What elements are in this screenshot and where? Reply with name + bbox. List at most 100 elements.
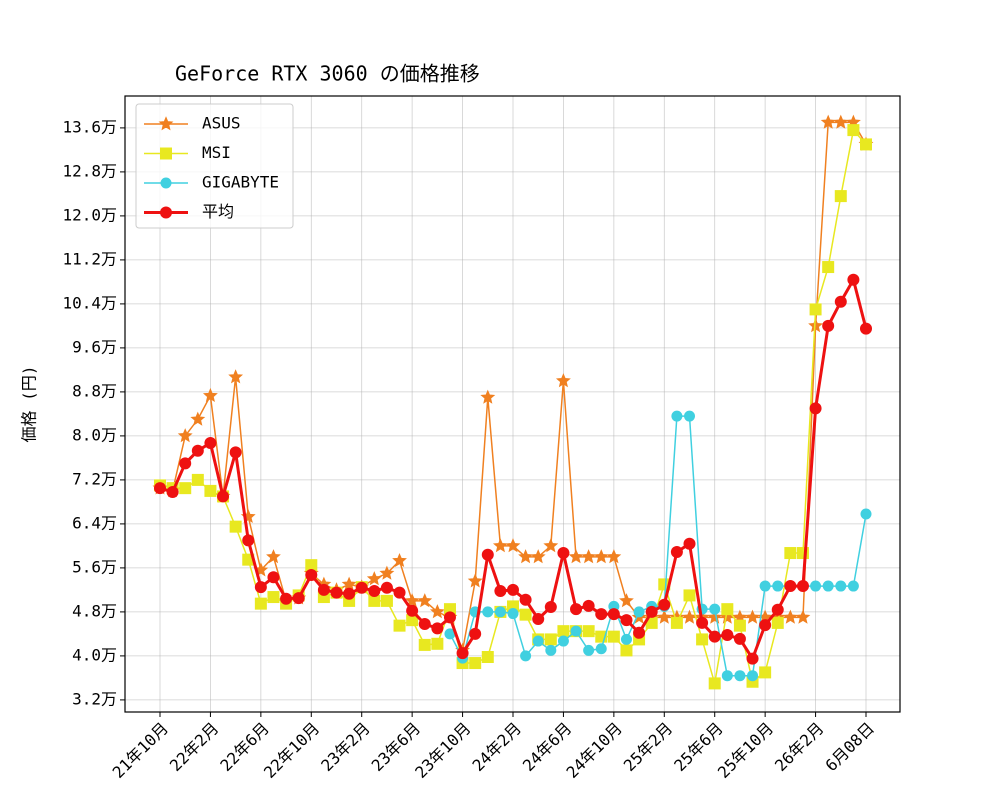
x-tick-label: 22年10月 [260,719,323,782]
marker [822,261,835,274]
marker [166,486,179,498]
marker [595,643,607,655]
x-tick-label: 23年2月 [317,719,374,776]
marker [366,571,382,586]
marker [557,625,570,638]
marker [406,604,419,617]
y-tick-label: 9.6万 [72,337,117,356]
marker [847,273,860,286]
marker [429,604,445,619]
marker [570,625,582,637]
marker [835,580,847,592]
marker [418,618,431,630]
marker [582,599,595,612]
marker [305,569,318,582]
marker [417,593,433,608]
marker [834,295,847,308]
marker [607,608,620,621]
y-tick-label: 5.6万 [72,557,117,576]
marker [810,580,822,592]
marker [482,606,494,618]
marker [645,605,658,618]
marker [808,318,824,333]
marker [555,373,571,388]
y-tick-label: 8.8万 [72,381,117,400]
legend-label: 平均 [202,202,234,221]
marker [368,585,381,597]
marker [759,666,772,679]
marker [179,457,192,470]
marker [519,608,532,621]
marker [292,592,305,605]
marker [683,589,696,602]
marker [822,580,834,592]
marker [645,616,658,629]
marker [393,586,406,599]
x-tick-label: 25年10月 [714,719,777,782]
marker [444,628,456,640]
marker [379,565,395,580]
marker [772,580,784,592]
marker [544,633,557,646]
marker [671,410,683,422]
marker [658,598,671,611]
marker [683,537,696,550]
marker [570,603,583,616]
marker [796,547,809,560]
marker [593,549,609,564]
marker [380,594,393,607]
marker [721,629,734,641]
marker [822,319,835,332]
marker [633,626,646,639]
marker [834,190,847,203]
marker [682,609,697,624]
marker [202,387,218,403]
marker [620,644,633,657]
marker [745,609,760,624]
marker [456,647,469,660]
marker [809,402,822,415]
marker [759,619,772,632]
marker [443,603,456,616]
y-tick-label: 3.2万 [72,689,117,708]
marker [747,670,759,682]
y-tick-label: 11.2万 [62,249,117,268]
y-tick-label: 7.2万 [72,469,117,488]
marker [721,603,734,616]
y-tick-label: 6.4万 [72,513,117,532]
marker [545,644,557,656]
x-tick-label: 25年2月 [620,719,677,776]
x-tick-label: 26年2月 [771,719,828,776]
marker [595,608,608,621]
marker [620,633,632,645]
marker [708,630,721,643]
marker [696,633,709,646]
y-tick-label: 4.8万 [72,601,117,620]
marker [582,625,595,638]
marker [860,322,872,335]
x-tick-label: 22年2月 [166,719,223,776]
y-tick-label: 4.0万 [72,645,117,664]
marker [154,482,166,495]
marker [532,613,545,626]
marker [620,614,633,627]
marker [406,614,419,627]
marker [191,444,204,457]
plot-lines [152,114,874,690]
marker [204,484,217,497]
marker [860,508,872,520]
marker [228,369,244,384]
marker [204,437,217,450]
y-axis-label: 価格 (円) [20,366,39,443]
marker [530,549,546,564]
marker [847,124,860,137]
marker [759,580,771,592]
marker [568,549,584,564]
marker [280,592,293,605]
marker [734,670,746,682]
marker [217,490,230,503]
marker [160,147,172,160]
x-tick-label: 21年10月 [109,719,172,782]
marker [684,410,695,422]
marker [507,583,519,596]
